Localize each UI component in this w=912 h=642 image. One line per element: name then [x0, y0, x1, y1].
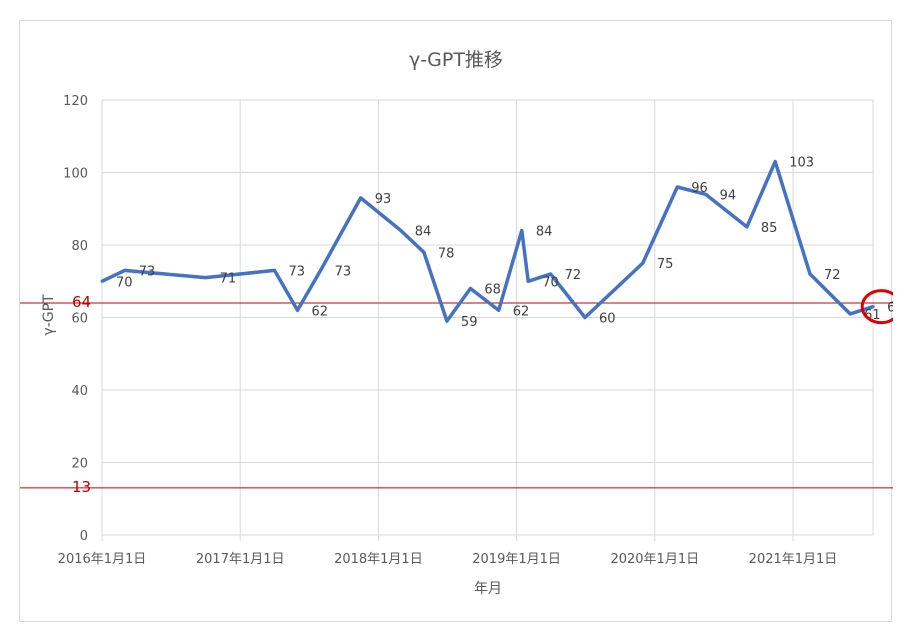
- horizontal-gridlines: [102, 99, 873, 536]
- highlight-ellipse: [860, 289, 893, 325]
- data-point: [773, 160, 777, 164]
- x-tick-label: 2019年1月1日: [472, 552, 561, 567]
- data-label: 59: [461, 315, 478, 330]
- y-tick-label: 60: [71, 312, 88, 327]
- data-point: [204, 276, 208, 280]
- data-label: 70: [542, 275, 559, 290]
- line-chart: γ-GPT推移 0 20 40 60 80 100 120 2016年1月1日 2017年1月…: [20, 49, 893, 597]
- data-point: [526, 279, 530, 283]
- data-point: [319, 268, 323, 272]
- data-point: [808, 272, 812, 276]
- data-label: 73: [335, 264, 352, 279]
- data-label: 78: [438, 246, 455, 261]
- data-label: 62: [513, 304, 530, 319]
- y-tick-label: 20: [71, 457, 88, 472]
- data-label: 94: [720, 188, 737, 203]
- data-point: [296, 308, 300, 312]
- y-axis-ticks: 0 20 40 60 80 100 120: [63, 94, 88, 544]
- data-label: 75: [657, 257, 674, 272]
- data-label: 93: [375, 192, 392, 207]
- data-point: [641, 261, 645, 265]
- reference-lines: 64 13: [20, 293, 893, 496]
- data-point: [399, 229, 403, 232]
- data-point: [445, 319, 449, 323]
- data-point: [871, 305, 875, 309]
- x-tick-label: 2020年1月1日: [610, 552, 699, 567]
- data-label: 84: [415, 225, 432, 240]
- reference-line-label: 13: [72, 478, 91, 496]
- data-label: 85: [761, 221, 778, 236]
- data-point: [848, 312, 852, 316]
- data-point: [123, 268, 127, 272]
- data-label: 63: [887, 301, 893, 316]
- data-point: [422, 250, 426, 254]
- y-tick-label: 100: [63, 167, 88, 182]
- x-axis-ticks: 2016年1月1日 2017年1月1日 2018年1月1日 2019年1月1日 2020…: [58, 552, 838, 567]
- data-point: [100, 279, 104, 283]
- data-label: 72: [824, 268, 841, 283]
- x-tick-label: 2017年1月1日: [196, 552, 285, 567]
- data-labels: 70 73 71 73 62 73 93 84 78 59 68 62 84 70 72 60 75 96 94 85…: [116, 156, 893, 331]
- data-label: 103: [789, 156, 814, 171]
- vertical-gridlines: [101, 100, 874, 541]
- data-point: [359, 196, 363, 200]
- data-point: [468, 287, 472, 290]
- data-label: 60: [599, 312, 616, 327]
- data-label: 73: [288, 264, 305, 279]
- data-label: 70: [116, 275, 133, 290]
- y-axis-title: γ-GPT: [41, 294, 57, 336]
- x-tick-label: 2016年1月1日: [58, 552, 147, 567]
- data-point: [745, 225, 749, 229]
- reference-line-label: 64: [72, 293, 91, 311]
- chart-title: γ-GPT推移: [409, 49, 503, 71]
- data-label: 71: [220, 272, 237, 287]
- data-label: 84: [536, 225, 553, 240]
- y-tick-label: 120: [63, 94, 88, 109]
- series-line: [101, 159, 874, 323]
- x-tick-label: 2018年1月1日: [334, 552, 423, 567]
- data-point: [497, 308, 501, 312]
- y-tick-label: 80: [71, 239, 88, 254]
- data-label: 68: [484, 283, 501, 298]
- data-label: 73: [139, 264, 156, 279]
- data-point: [704, 192, 708, 196]
- data-point: [272, 268, 276, 272]
- x-axis-title: 年月: [474, 581, 502, 597]
- x-tick-label: 2021年1月1日: [749, 552, 838, 567]
- chart-frame: γ-GPT推移 0 20 40 60 80 100 120 2016年1月1日 2017年1月…: [19, 20, 893, 622]
- data-point: [675, 185, 679, 189]
- series-gamma-gpt: [100, 159, 875, 323]
- data-point: [583, 316, 587, 319]
- data-label: 72: [565, 268, 582, 283]
- y-tick-label: 0: [80, 529, 88, 544]
- data-point: [549, 272, 553, 276]
- data-point: [520, 229, 524, 232]
- data-label: 62: [312, 304, 329, 319]
- highlight-circle: [860, 289, 893, 325]
- y-tick-label: 40: [71, 384, 88, 399]
- data-label: 96: [691, 181, 708, 196]
